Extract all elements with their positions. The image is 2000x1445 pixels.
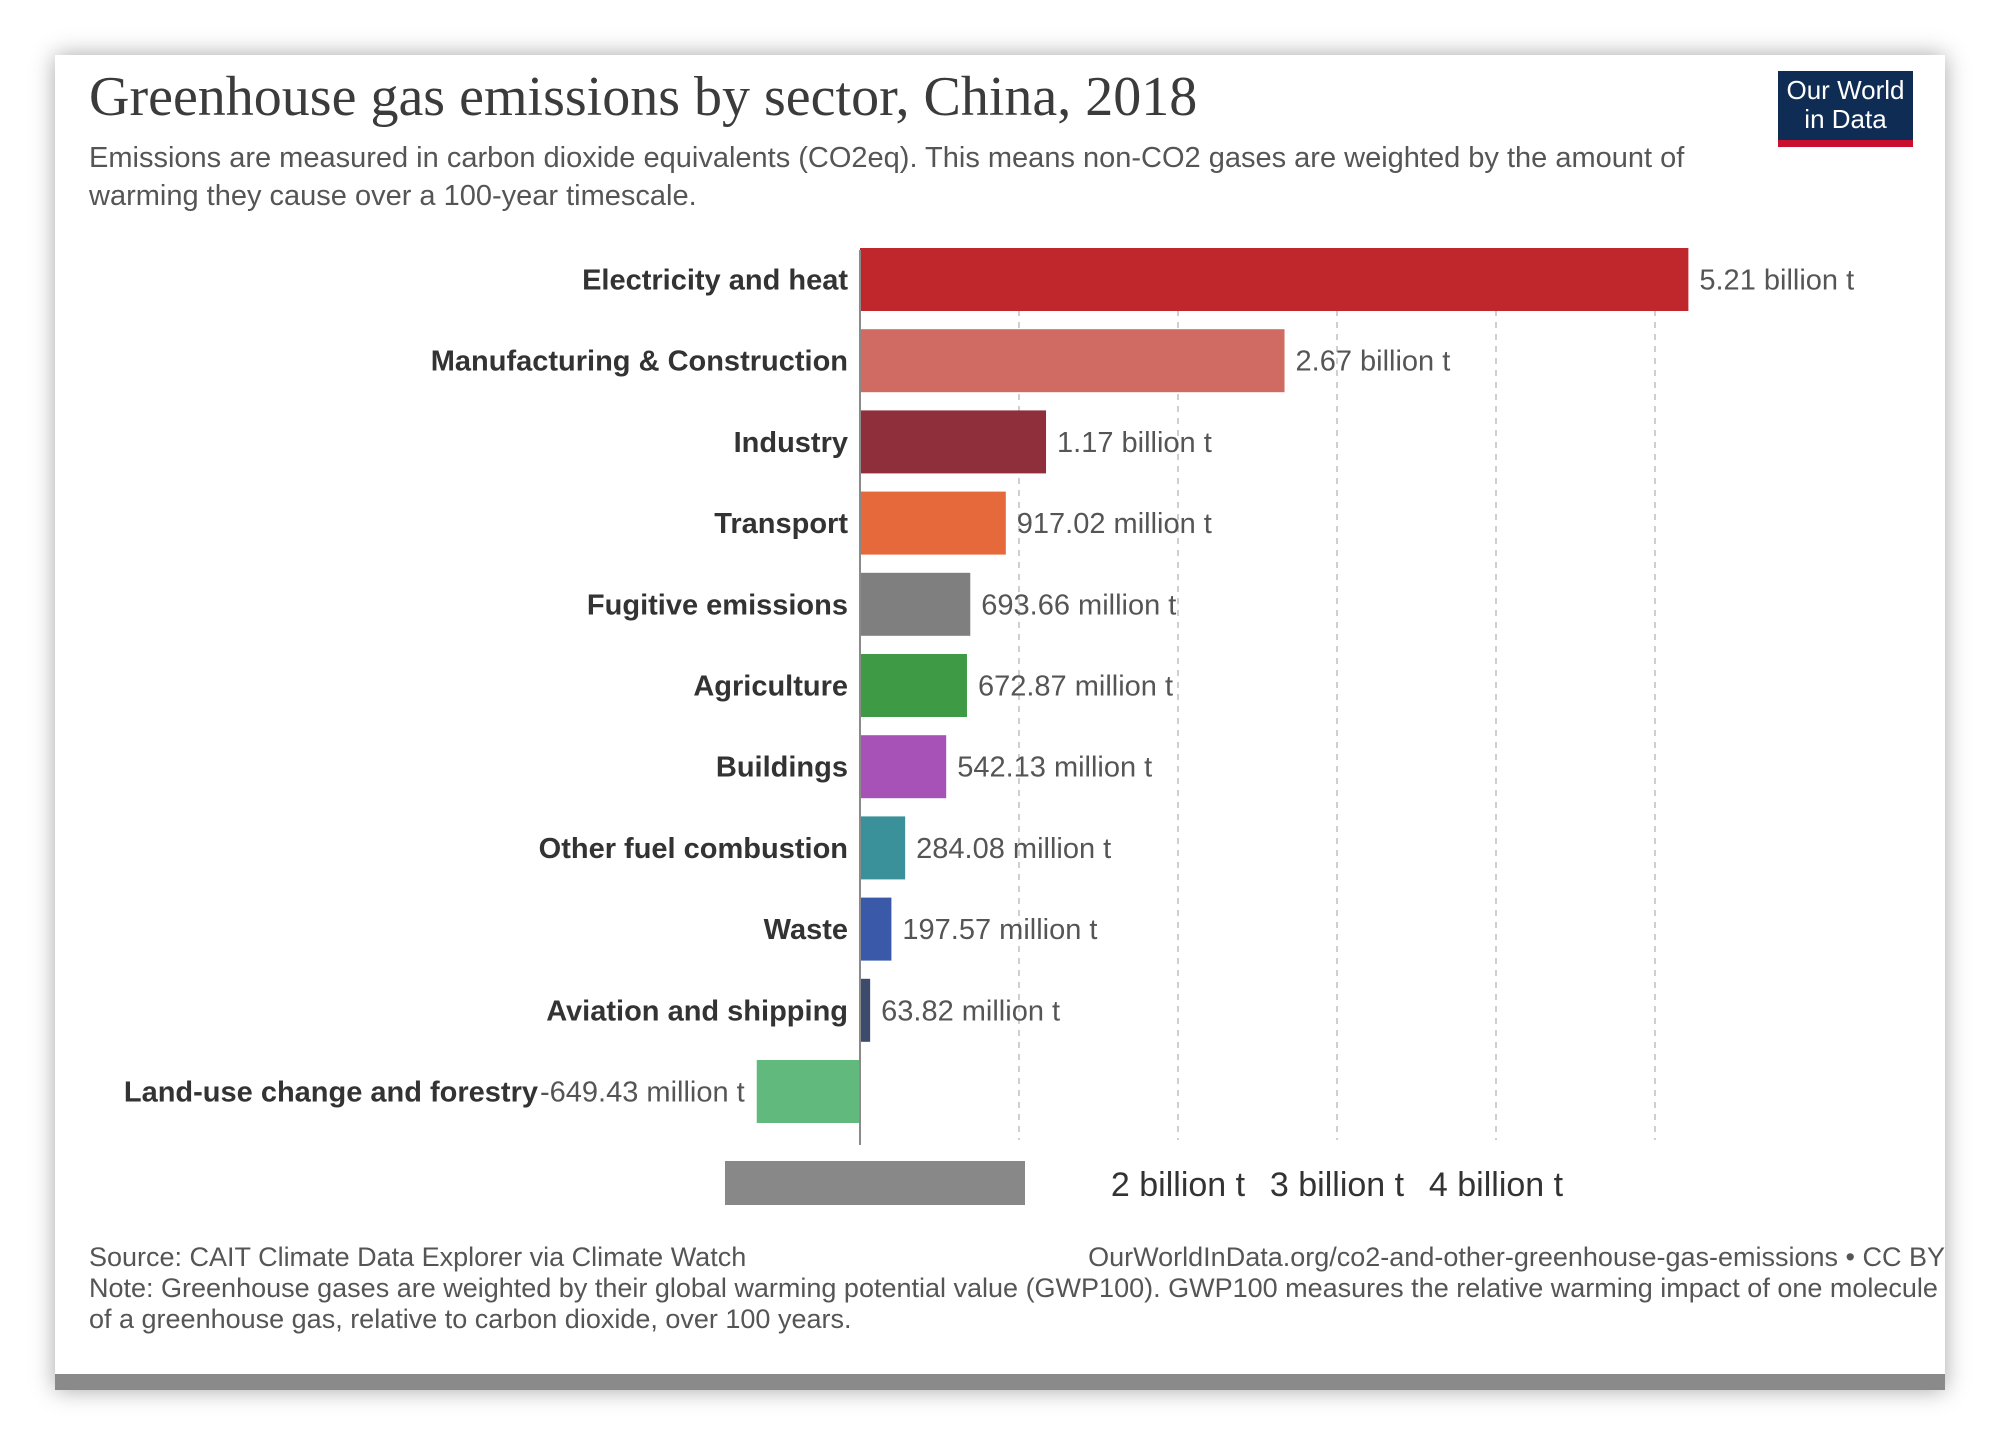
source-text: Source: CAIT Climate Data Explorer via C… [89,1242,747,1272]
url-link[interactable]: OurWorldInData.org/co2-and-other-greenho… [1088,1242,1945,1272]
value-label: 5.21 billion t [1699,265,1854,297]
value-label: 2.67 billion t [1296,346,1451,378]
bar[interactable] [860,654,967,717]
category-label: Aviation and shipping [546,995,848,1027]
chart-card: Greenhouse gas emissions by sector, Chin… [55,55,1945,1390]
value-label: 542.13 million t [957,752,1152,784]
value-label: 672.87 million t [978,671,1173,703]
category-label: Transport [714,508,848,540]
value-label: -649.43 million t [540,1077,745,1109]
value-label: 693.66 million t [981,589,1176,621]
logo-line-2: in Data [1804,104,1887,134]
chart-title: Greenhouse gas emissions by sector, Chin… [89,66,1198,128]
bar-chart: Electricity and heat 5.21 billion t Manufa… [124,248,1854,1205]
bar[interactable] [860,410,1047,474]
axis-scroll-handle[interactable] [725,1161,1025,1205]
value-label: 63.82 million t [881,995,1060,1027]
value-label: 284.08 million t [916,833,1111,865]
category-label: Agriculture [693,671,848,703]
owid-logo[interactable]: Our World in Data [1778,71,1913,147]
value-label: 1.17 billion t [1057,427,1212,459]
category-label: Buildings [716,752,848,784]
category-label: Manufacturing & Construction [431,346,848,378]
category-label: Fugitive emissions [587,589,848,621]
bar[interactable] [860,329,1285,393]
chart-subtitle: Emissions are measured in carbon dioxide… [89,142,1685,212]
bar[interactable] [860,735,947,799]
bar[interactable] [860,897,892,961]
card-bottom-bar [55,1374,1945,1390]
note-text: Note: Greenhouse gases are weighted by t… [89,1273,1938,1334]
bar[interactable] [756,1060,860,1123]
category-label: Electricity and heat [582,265,848,297]
category-label: Land-use change and forestry [124,1077,538,1109]
bar[interactable] [860,491,1006,555]
chart-footer: Source: CAIT Climate Data Explorer via C… [89,1242,1945,1335]
category-label: Industry [734,427,848,459]
x-tick-label: 2 billion t [1111,1166,1246,1204]
bar[interactable] [860,572,971,636]
value-label: 197.57 million t [902,914,1097,946]
logo-line-1: Our World [1786,75,1905,105]
value-label: 917.02 million t [1017,508,1212,540]
bar[interactable] [860,816,906,880]
category-label: Waste [764,914,848,946]
x-tick-label: 3 billion t [1270,1166,1405,1204]
category-label: Other fuel combustion [539,833,848,865]
bar[interactable] [860,248,1689,311]
bar[interactable] [860,978,871,1042]
x-tick-label: 4 billion t [1429,1166,1564,1204]
